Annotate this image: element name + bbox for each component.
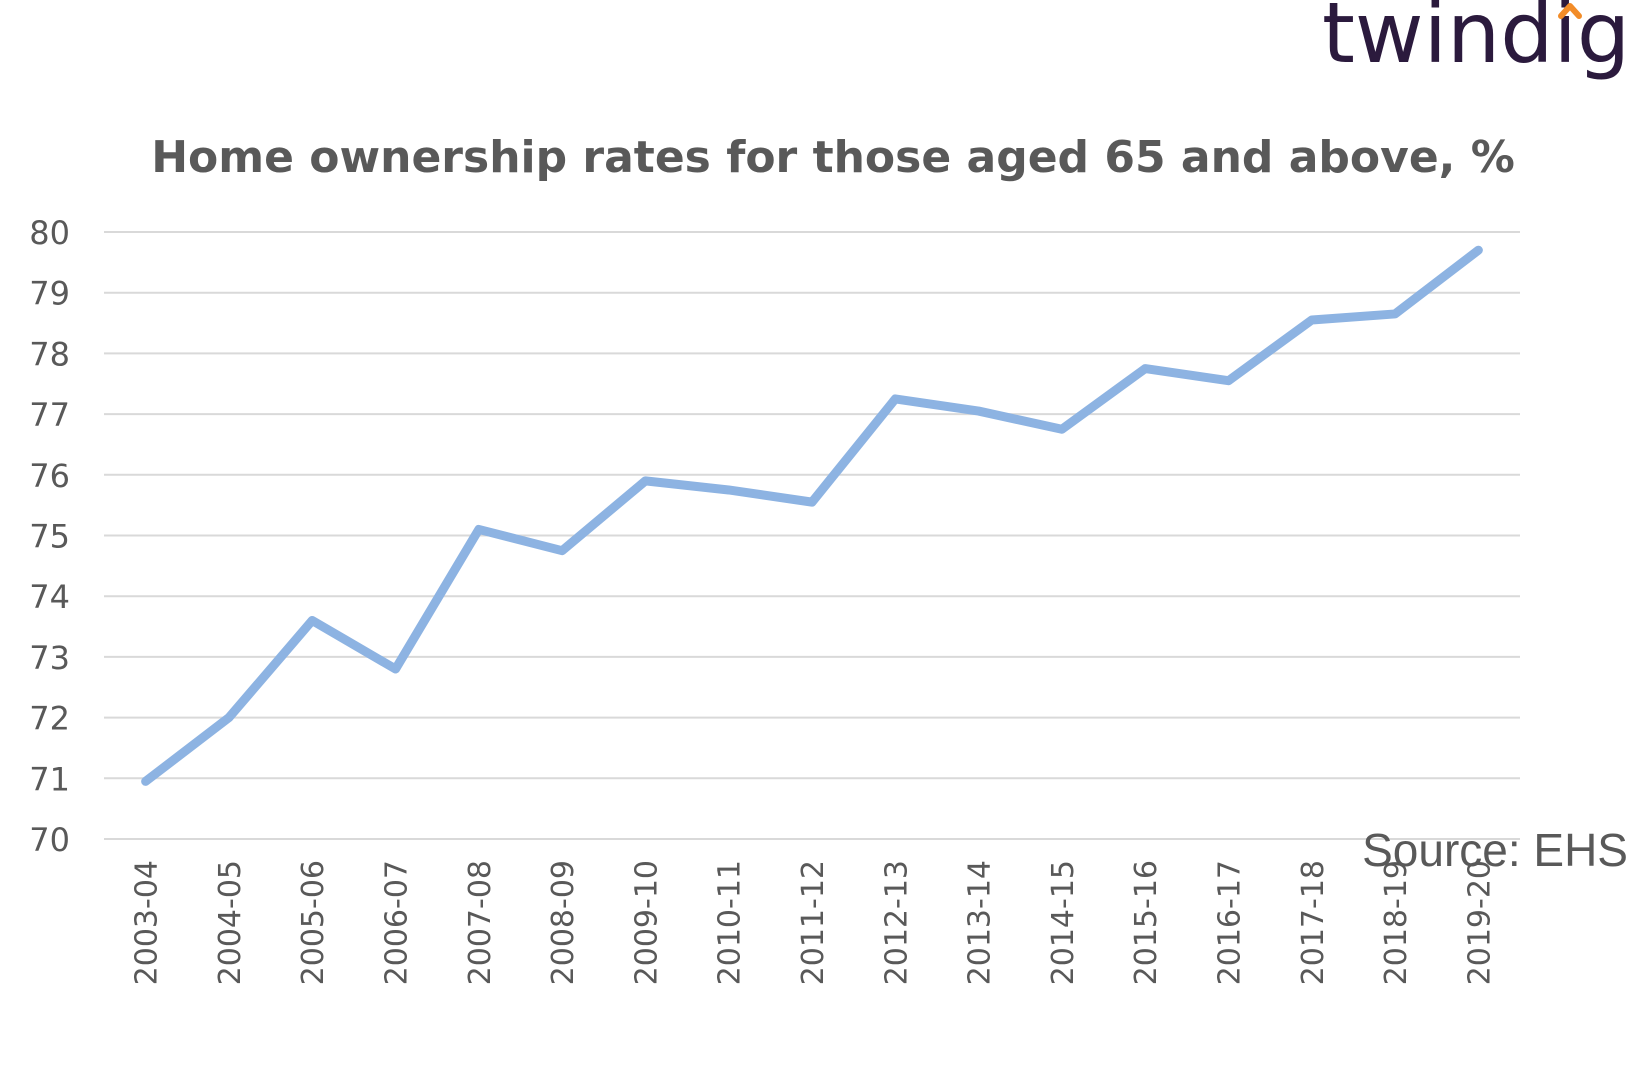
twindig-logo-mark: twindig xyxy=(1322,0,1630,82)
x-tick-label: 2003-04 xyxy=(130,860,165,985)
x-axis-tick-labels: 2003-04 2004-05 2005-06 2006-07 2007-08 2008-… xyxy=(130,860,1498,985)
twindig-logo: twindig xyxy=(1318,0,1630,110)
x-tick-label: 2007-08 xyxy=(463,860,498,985)
x-tick-label: 2012-13 xyxy=(879,860,914,985)
y-tick-label: 72 xyxy=(29,700,70,738)
data-point xyxy=(394,668,397,671)
x-tick-label: 2009-10 xyxy=(629,860,664,985)
data-point xyxy=(144,780,147,783)
x-tick-label: 2005-06 xyxy=(296,860,331,985)
data-point xyxy=(477,528,480,531)
y-tick-label: 76 xyxy=(29,457,70,495)
data-point xyxy=(561,549,564,552)
y-tick-label: 75 xyxy=(29,518,70,556)
data-point xyxy=(727,488,730,491)
y-tick-label: 78 xyxy=(29,335,70,373)
data-point xyxy=(894,397,897,400)
x-tick-label: 2015-16 xyxy=(1129,860,1164,985)
data-point xyxy=(644,479,647,482)
data-point xyxy=(811,501,813,504)
y-tick-label: 71 xyxy=(29,760,70,798)
x-tick-label: 2013-14 xyxy=(963,860,998,985)
data-point xyxy=(1310,319,1313,322)
y-tick-label: 77 xyxy=(29,396,70,434)
data-point xyxy=(1060,428,1063,431)
x-tick-label: 2019-20 xyxy=(1462,860,1497,985)
x-tick-label: 2006-07 xyxy=(380,860,415,985)
gridlines xyxy=(104,231,1520,840)
x-tick-label: 2010-11 xyxy=(713,860,748,985)
series-polyline xyxy=(141,245,1483,786)
y-tick-label: 80 xyxy=(29,214,70,252)
data-point xyxy=(227,716,230,719)
series-line xyxy=(141,245,1483,786)
y-tick-label: 73 xyxy=(29,639,70,677)
y-axis-tick-labels: 70 71 72 73 74 75 76 77 78 79 80 xyxy=(29,214,70,859)
chart-title: Home ownership rates for those aged 65 a… xyxy=(151,132,1515,183)
data-point xyxy=(1227,379,1230,382)
data-point xyxy=(311,619,314,622)
data-point xyxy=(1477,249,1480,252)
x-tick-label: 2017-18 xyxy=(1296,860,1331,985)
data-point xyxy=(1394,312,1397,315)
y-tick-label: 79 xyxy=(29,275,70,313)
x-tick-label: 2014-15 xyxy=(1046,860,1081,985)
data-point xyxy=(977,410,980,413)
logo-text: twindig xyxy=(1322,0,1628,82)
x-tick-label: 2004-05 xyxy=(213,860,248,985)
roof-accent-icon xyxy=(1558,3,1582,19)
x-tick-label: 2011-12 xyxy=(796,860,831,985)
y-tick-label: 74 xyxy=(29,578,70,616)
x-tick-label: 2018-19 xyxy=(1379,860,1414,985)
source-note: Source: EHS xyxy=(1362,824,1628,876)
x-tick-label: 2016-17 xyxy=(1212,860,1247,985)
x-tick-label: 2008-09 xyxy=(546,860,581,985)
y-tick-label: 70 xyxy=(29,821,70,859)
data-point xyxy=(1144,367,1147,370)
